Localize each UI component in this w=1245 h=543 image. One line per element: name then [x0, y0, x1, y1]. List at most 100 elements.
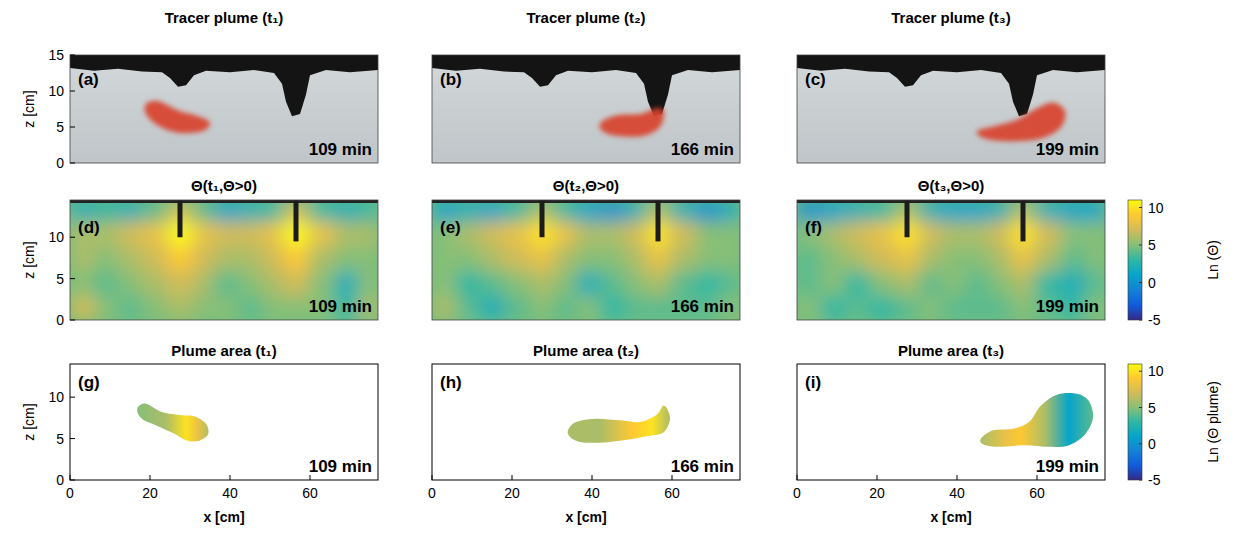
- heat-cell: [965, 221, 990, 246]
- x-tick-label: 60: [1029, 485, 1045, 501]
- heat-cell: [696, 270, 721, 295]
- heat-cell: [214, 200, 239, 221]
- x-tick: [797, 475, 798, 480]
- y-tick-label: 10: [48, 389, 64, 405]
- heat-cell: [696, 200, 721, 221]
- heat-cell: [358, 270, 378, 295]
- heat-cell: [284, 270, 309, 295]
- y-tick: [70, 438, 75, 439]
- heat-cell: [1085, 221, 1105, 246]
- heat-cell: [624, 270, 647, 295]
- time-label: 109 min: [309, 140, 372, 159]
- heat-cell: [576, 270, 601, 295]
- heat-cell: [142, 200, 169, 221]
- time-label: 166 min: [671, 457, 734, 476]
- heat-cell: [1061, 270, 1086, 295]
- heat-cell: [284, 295, 309, 320]
- y-tick: [70, 480, 75, 481]
- x-tick: [877, 475, 878, 480]
- plot-area: [432, 364, 740, 480]
- top-strip: [432, 200, 740, 203]
- heat-cell: [1061, 246, 1086, 271]
- plume-area: [980, 393, 1093, 447]
- heat-cell: [869, 221, 896, 246]
- plot-area: [432, 55, 740, 163]
- heat-cell: [895, 270, 920, 295]
- panel-letter: (i): [805, 373, 821, 392]
- panel-letter: (c): [805, 70, 826, 89]
- x-tick: [150, 475, 151, 480]
- colorbar-tick: [1139, 480, 1142, 481]
- photo-background: [70, 55, 378, 163]
- heat-cell: [70, 295, 95, 320]
- photo-background: [797, 55, 1105, 163]
- heat-cell: [118, 295, 143, 320]
- colorbar: [1128, 200, 1142, 320]
- heat-cell: [94, 295, 119, 320]
- heat-cell: [554, 246, 577, 271]
- heat-cell: [1011, 270, 1036, 295]
- heat-cell: [576, 200, 601, 221]
- panel-letter: (b): [440, 70, 462, 89]
- panel: Θ(t₂,Θ>0)(e)166 min: [432, 177, 741, 321]
- heat-cell: [845, 295, 870, 320]
- colorbar-tick: [1139, 245, 1142, 246]
- y-tick: [70, 163, 75, 164]
- time-label: 109 min: [309, 297, 372, 316]
- panel-title: Θ(t₁,Θ>0): [191, 177, 257, 194]
- panel-letter: (h): [440, 373, 462, 392]
- y-axis-title: z [cm]: [21, 241, 37, 278]
- heat-cell: [504, 246, 531, 271]
- heat-cell: [456, 246, 481, 271]
- heat-cell: [720, 246, 740, 271]
- heat-cell: [941, 270, 966, 295]
- x-tick: [512, 475, 513, 480]
- colorbar-tick-label: 5: [1148, 237, 1156, 253]
- heatmap-background: [432, 200, 740, 320]
- y-tick-label: 5: [56, 431, 64, 447]
- colorbar-tick: [1139, 371, 1142, 372]
- heat-cell: [646, 295, 671, 320]
- heat-cell: [238, 270, 263, 295]
- x-tick: [957, 475, 958, 480]
- heat-cell: [989, 246, 1012, 271]
- heat-cell: [821, 221, 846, 246]
- heat-cell: [238, 200, 263, 221]
- y-tick: [70, 278, 75, 279]
- heat-cell: [600, 246, 625, 271]
- heat-cell: [797, 295, 822, 320]
- well: [1021, 200, 1026, 241]
- time-label: 109 min: [309, 457, 372, 476]
- heat-cell: [941, 221, 966, 246]
- panel-title: Plume area (t₁): [171, 342, 276, 359]
- y-tick-label: 0: [56, 312, 64, 328]
- heatmap-cells: [797, 200, 1105, 320]
- photo-background: [432, 55, 740, 163]
- colorbar-title: Ln (Θ): [1205, 240, 1221, 280]
- panel-letter: (a): [78, 70, 99, 89]
- y-tick: [70, 127, 75, 128]
- heat-cell: [284, 246, 309, 271]
- heat-cell: [576, 246, 601, 271]
- heat-cell: [624, 246, 647, 271]
- x-tick: [70, 475, 71, 480]
- heat-cell: [646, 246, 671, 271]
- panel-title: Tracer plume (t₂): [526, 9, 645, 26]
- heat-cell: [358, 246, 378, 271]
- heat-cell: [845, 200, 870, 221]
- x-tick-label: 0: [793, 485, 801, 501]
- plot-area: [432, 200, 740, 320]
- heat-cell: [70, 270, 95, 295]
- panel-letter: (f): [805, 218, 822, 237]
- heatmap-background: [797, 200, 1105, 320]
- plot-area: [797, 200, 1105, 320]
- panel: 051015z [cm]Tracer plume (t₁)(a)109 min: [21, 9, 378, 171]
- plot-area: [797, 55, 1105, 163]
- y-tick-label: 0: [56, 155, 64, 171]
- y-tick: [70, 91, 75, 92]
- x-tick-label: 20: [142, 485, 158, 501]
- plume-area: [137, 404, 208, 442]
- heat-cell: [554, 295, 577, 320]
- heat-cell: [262, 246, 285, 271]
- plume-area: [568, 405, 670, 442]
